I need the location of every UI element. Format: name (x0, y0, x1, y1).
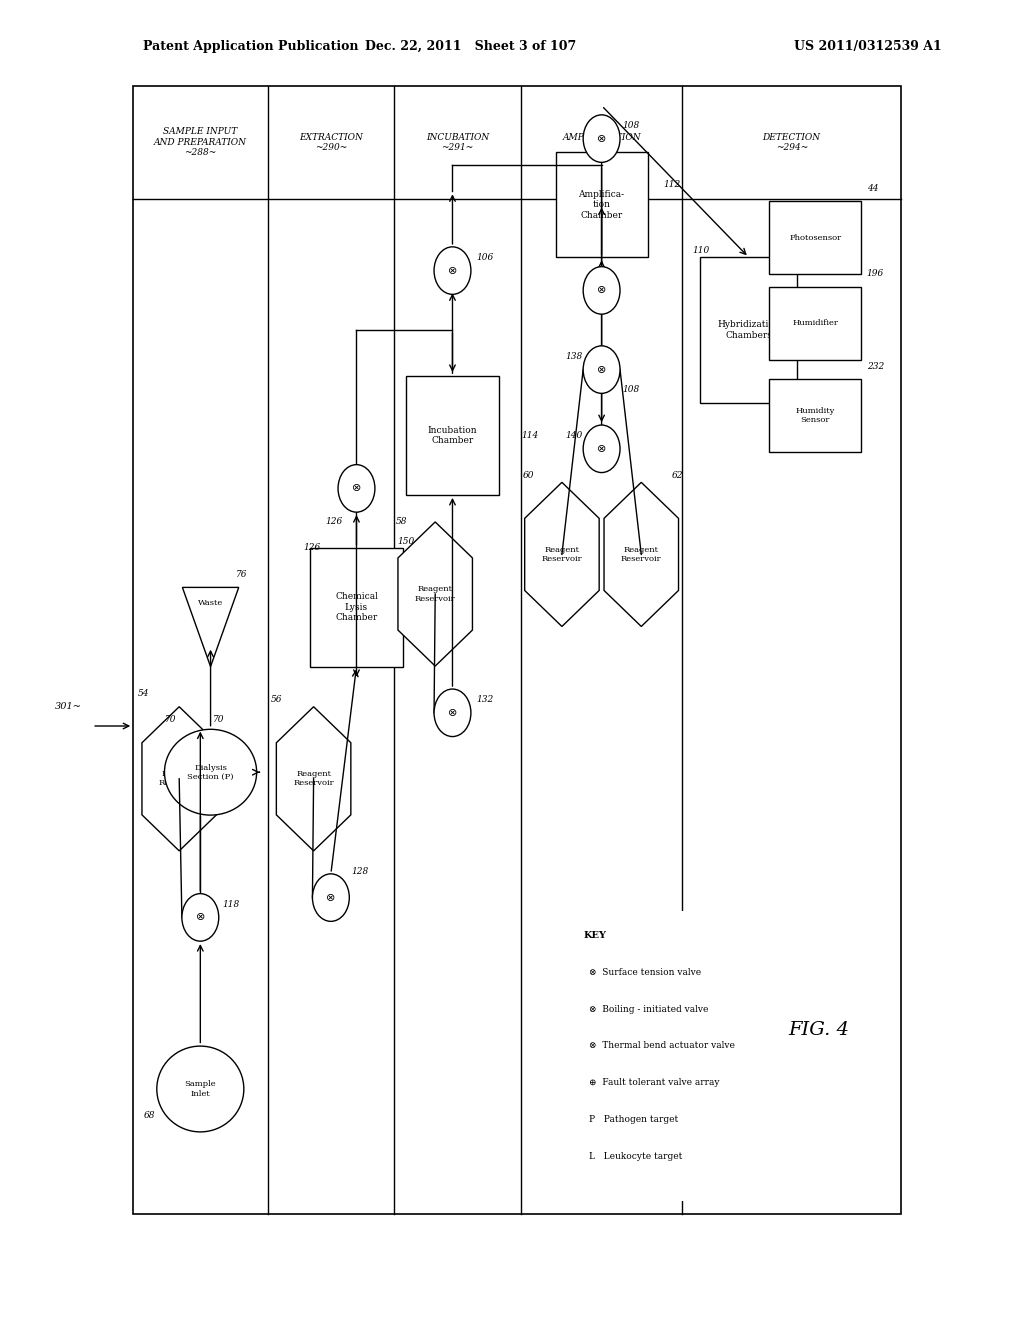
Text: Dialysis
Section (P): Dialysis Section (P) (187, 763, 233, 781)
Text: 232: 232 (866, 362, 884, 371)
Polygon shape (524, 482, 599, 627)
Text: ⊗: ⊗ (597, 133, 606, 144)
Circle shape (434, 247, 471, 294)
Text: Humidifier: Humidifier (793, 319, 839, 327)
Text: Reagent
Reservoir: Reagent Reservoir (415, 585, 456, 603)
Bar (555, 152, 647, 257)
Text: 132: 132 (476, 696, 494, 704)
Text: 70: 70 (213, 715, 224, 723)
Circle shape (338, 465, 375, 512)
Text: Sample
Inlet: Sample Inlet (184, 1080, 216, 1098)
Ellipse shape (165, 729, 257, 814)
Text: P   Pathogen target: P Pathogen target (589, 1115, 678, 1125)
Text: ⊗  Surface tension valve: ⊗ Surface tension valve (589, 968, 700, 977)
Text: 68: 68 (144, 1111, 156, 1119)
Text: FIG. 4: FIG. 4 (788, 1020, 850, 1039)
Text: 56: 56 (270, 696, 282, 704)
Ellipse shape (157, 1045, 244, 1133)
Text: 54: 54 (138, 689, 150, 697)
Circle shape (584, 267, 621, 314)
Polygon shape (398, 521, 472, 667)
Text: US 2011/0312539 A1: US 2011/0312539 A1 (795, 40, 942, 53)
Text: ⊗: ⊗ (327, 892, 336, 903)
Text: 70: 70 (165, 715, 176, 723)
Text: 118: 118 (223, 900, 240, 908)
Text: Chemical
Lysis
Chamber: Chemical Lysis Chamber (335, 593, 378, 622)
Polygon shape (142, 706, 216, 851)
Text: ⊗: ⊗ (352, 483, 361, 494)
Bar (579, 911, 896, 1201)
Text: KEY: KEY (584, 931, 606, 940)
Text: 114: 114 (521, 432, 539, 440)
Bar (769, 379, 861, 451)
Text: 126: 126 (303, 544, 321, 552)
Polygon shape (276, 706, 351, 851)
Text: SAMPLE INPUT
AND PREPARATION
~288~: SAMPLE INPUT AND PREPARATION ~288~ (154, 127, 247, 157)
Text: Reagent
Reservoir: Reagent Reservoir (621, 545, 662, 564)
Text: Humidity
Sensor: Humidity Sensor (796, 407, 835, 425)
Text: L   Leukocyte target: L Leukocyte target (589, 1152, 682, 1162)
Text: Reagent
Reservoir: Reagent Reservoir (542, 545, 583, 564)
Text: ⊗  Boiling - initiated valve: ⊗ Boiling - initiated valve (589, 1005, 709, 1014)
Text: 58: 58 (396, 517, 408, 525)
Text: 150: 150 (397, 537, 415, 545)
Text: ⊕  Fault tolerant valve array: ⊕ Fault tolerant valve array (589, 1078, 719, 1088)
Text: ⊗: ⊗ (196, 912, 205, 923)
Text: Patent Application Publication: Patent Application Publication (143, 40, 358, 53)
Text: Amplifica-
tion
Chamber: Amplifica- tion Chamber (579, 190, 625, 219)
Text: 60: 60 (523, 471, 535, 479)
Circle shape (584, 425, 621, 473)
Text: 138: 138 (565, 352, 583, 360)
Text: ⊗: ⊗ (597, 444, 606, 454)
Text: INCUBATION
~291~: INCUBATION ~291~ (426, 132, 489, 152)
Text: 44: 44 (866, 183, 878, 193)
Bar (407, 376, 499, 495)
Text: 62: 62 (672, 471, 683, 479)
FancyBboxPatch shape (133, 86, 901, 1214)
Text: 76: 76 (237, 570, 248, 578)
Circle shape (584, 346, 621, 393)
Polygon shape (182, 587, 239, 667)
Text: 110: 110 (692, 247, 710, 255)
Text: 126: 126 (326, 517, 343, 525)
Circle shape (182, 894, 219, 941)
Text: ⊗: ⊗ (447, 265, 457, 276)
Text: 301~: 301~ (55, 702, 82, 710)
Text: AMPLIFICATION
~292~: AMPLIFICATION ~292~ (562, 132, 641, 152)
Bar (769, 201, 861, 275)
Bar (700, 257, 798, 403)
Text: ⊗  Thermal bend actuator valve: ⊗ Thermal bend actuator valve (589, 1041, 734, 1051)
Bar (769, 286, 861, 359)
Text: EXTRACTION
~290~: EXTRACTION ~290~ (299, 132, 362, 152)
Text: Reagent
Reservoir: Reagent Reservoir (293, 770, 334, 788)
Text: 106: 106 (476, 253, 494, 261)
Circle shape (584, 115, 621, 162)
Polygon shape (604, 482, 679, 627)
Text: 140: 140 (565, 432, 583, 440)
Text: ⊗: ⊗ (447, 708, 457, 718)
Text: 128: 128 (351, 867, 369, 875)
Circle shape (312, 874, 349, 921)
Text: DETECTION
~294~: DETECTION ~294~ (763, 132, 821, 152)
Text: ⊗: ⊗ (597, 364, 606, 375)
Text: 112: 112 (664, 181, 680, 189)
Text: Dec. 22, 2011   Sheet 3 of 107: Dec. 22, 2011 Sheet 3 of 107 (366, 40, 577, 53)
Text: Reagent
Reservoir: Reagent Reservoir (159, 770, 200, 788)
Bar (310, 548, 402, 667)
Text: 108: 108 (623, 385, 639, 393)
Text: Waste: Waste (198, 599, 223, 607)
Text: Hybridization
Chambers: Hybridization Chambers (718, 321, 780, 339)
Circle shape (434, 689, 471, 737)
Text: Incubation
Chamber: Incubation Chamber (428, 426, 477, 445)
Text: 196: 196 (866, 269, 884, 279)
Text: ⊗: ⊗ (597, 285, 606, 296)
Text: Photosensor: Photosensor (790, 234, 842, 242)
Text: 108: 108 (623, 121, 639, 129)
